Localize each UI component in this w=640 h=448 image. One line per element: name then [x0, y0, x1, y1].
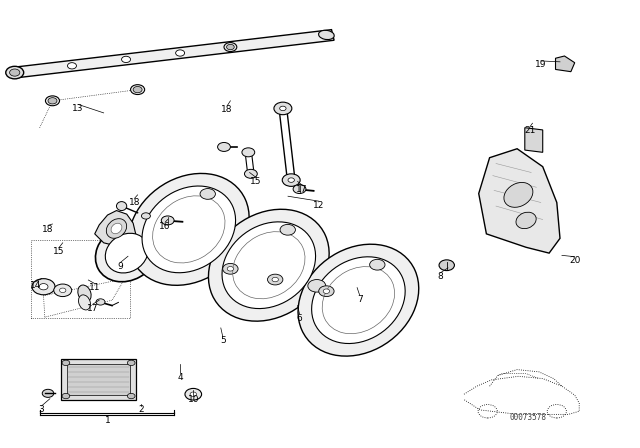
Ellipse shape: [106, 219, 127, 238]
Circle shape: [282, 174, 300, 186]
Circle shape: [127, 360, 135, 366]
Circle shape: [244, 169, 257, 178]
Bar: [61, 359, 136, 400]
Circle shape: [370, 259, 385, 270]
Circle shape: [268, 274, 283, 285]
Polygon shape: [13, 30, 334, 78]
Circle shape: [288, 178, 294, 182]
Ellipse shape: [129, 173, 249, 285]
Circle shape: [190, 392, 196, 396]
Circle shape: [439, 260, 454, 271]
Circle shape: [42, 389, 54, 397]
Polygon shape: [204, 251, 394, 308]
Ellipse shape: [95, 224, 158, 282]
Text: 1: 1: [105, 416, 110, 425]
Text: 7: 7: [357, 295, 362, 304]
Text: 14: 14: [29, 281, 41, 290]
Circle shape: [223, 263, 238, 274]
Circle shape: [280, 224, 296, 235]
Circle shape: [54, 284, 72, 297]
Text: 20: 20: [569, 256, 580, 265]
Text: 11: 11: [89, 283, 100, 292]
Circle shape: [96, 299, 105, 305]
Ellipse shape: [78, 285, 91, 302]
Bar: [67, 364, 130, 395]
Bar: [31, 240, 130, 318]
Text: 2: 2: [138, 405, 143, 414]
Circle shape: [60, 288, 66, 293]
Circle shape: [319, 286, 334, 297]
Ellipse shape: [79, 295, 90, 310]
Circle shape: [127, 393, 135, 399]
Circle shape: [48, 98, 57, 104]
Circle shape: [242, 148, 255, 157]
Circle shape: [32, 279, 55, 295]
Circle shape: [10, 69, 20, 76]
Text: 00073578: 00073578: [509, 413, 547, 422]
Circle shape: [175, 50, 184, 56]
Ellipse shape: [142, 186, 236, 273]
Polygon shape: [556, 56, 575, 72]
Ellipse shape: [131, 85, 145, 95]
Circle shape: [200, 189, 216, 199]
Circle shape: [141, 213, 150, 219]
Circle shape: [227, 44, 236, 50]
Text: 17: 17: [296, 185, 308, 194]
Text: 6: 6: [297, 314, 302, 323]
Circle shape: [293, 185, 306, 194]
Text: 18: 18: [129, 198, 140, 207]
Circle shape: [133, 86, 142, 93]
Text: 16: 16: [159, 222, 171, 231]
Text: 3: 3: [39, 405, 44, 414]
Circle shape: [323, 289, 330, 293]
Circle shape: [122, 56, 131, 63]
Ellipse shape: [224, 43, 237, 52]
Ellipse shape: [319, 30, 334, 39]
Text: 13: 13: [72, 104, 84, 113]
Ellipse shape: [504, 182, 533, 207]
Text: 15: 15: [53, 247, 65, 256]
Ellipse shape: [45, 96, 60, 106]
Ellipse shape: [308, 280, 326, 292]
Ellipse shape: [116, 202, 127, 211]
Circle shape: [218, 142, 230, 151]
Text: 18: 18: [221, 105, 233, 114]
Ellipse shape: [6, 66, 24, 79]
Polygon shape: [294, 273, 362, 297]
Text: 9: 9: [118, 262, 123, 271]
Circle shape: [272, 277, 278, 282]
Ellipse shape: [106, 233, 148, 273]
Text: 12: 12: [313, 201, 324, 210]
Ellipse shape: [312, 257, 405, 344]
Ellipse shape: [516, 212, 536, 228]
Polygon shape: [479, 149, 560, 253]
Text: 8: 8: [438, 272, 443, 281]
Polygon shape: [525, 128, 543, 152]
Text: 18: 18: [42, 225, 54, 234]
Circle shape: [274, 102, 292, 115]
Text: 17: 17: [87, 304, 99, 313]
Circle shape: [185, 388, 202, 400]
Text: 5: 5: [220, 336, 225, 345]
Ellipse shape: [222, 222, 316, 309]
Ellipse shape: [209, 209, 329, 321]
Text: 4: 4: [178, 373, 183, 382]
Circle shape: [39, 284, 48, 290]
Polygon shape: [95, 211, 136, 246]
Circle shape: [67, 63, 76, 69]
Text: 15: 15: [250, 177, 262, 186]
Circle shape: [62, 393, 70, 399]
Circle shape: [280, 106, 286, 111]
Text: 10: 10: [188, 395, 199, 404]
Ellipse shape: [111, 223, 122, 234]
Ellipse shape: [298, 244, 419, 356]
Circle shape: [62, 360, 70, 366]
Circle shape: [227, 44, 234, 50]
Circle shape: [161, 216, 174, 225]
Text: 19: 19: [535, 60, 547, 69]
Circle shape: [227, 267, 234, 271]
Text: 21: 21: [524, 126, 536, 135]
